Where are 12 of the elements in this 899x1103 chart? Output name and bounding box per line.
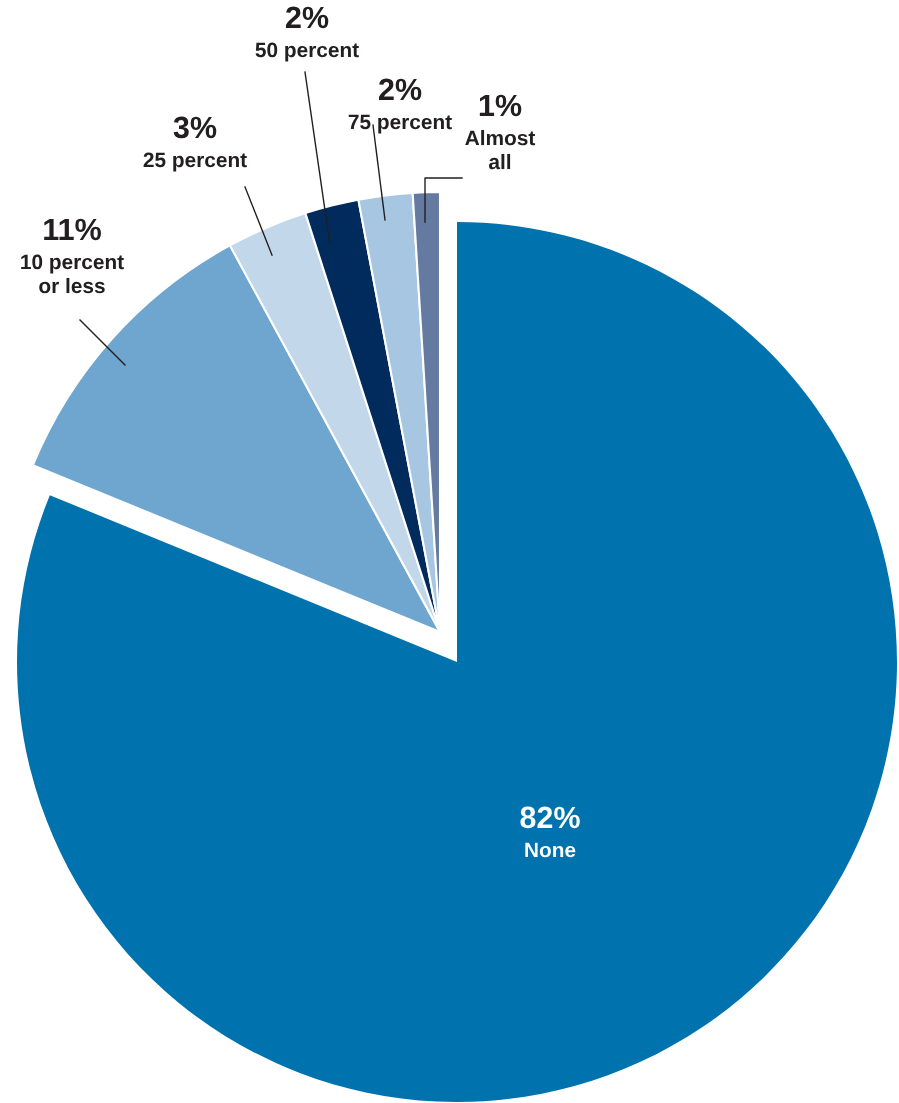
- slice-label: 10 percent or less: [21, 254, 124, 294]
- slice-label: 50 percent: [255, 42, 359, 62]
- slice-label: 25 percent: [143, 152, 247, 172]
- data-label: 3%: [173, 116, 217, 139]
- slice-label: Almost all: [465, 130, 536, 170]
- data-label: 82%: [520, 806, 580, 829]
- data-label: 1%: [479, 94, 522, 117]
- slice-label: None: [525, 842, 576, 858]
- data-label: 2%: [285, 6, 329, 29]
- slice-label: 75 percent: [348, 114, 452, 134]
- data-label: 2%: [378, 78, 422, 101]
- data-label: 11%: [44, 218, 101, 241]
